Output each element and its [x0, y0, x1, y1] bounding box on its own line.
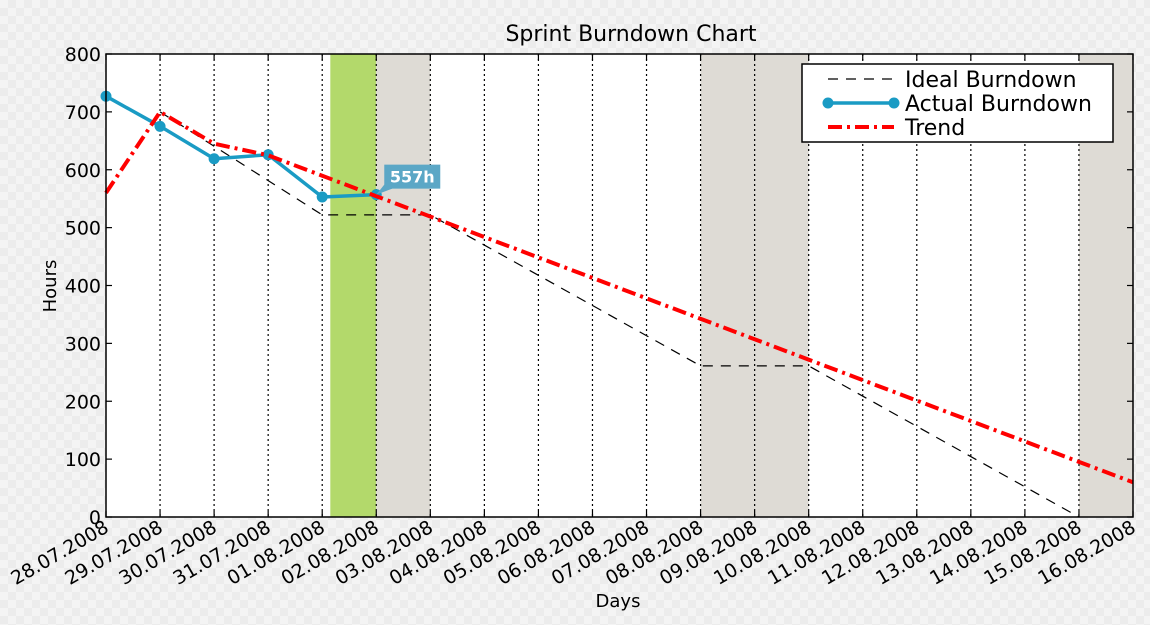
actual-burndown-line: [105, 94, 377, 199]
annotation-box-0: [384, 164, 441, 189]
shaded-regions: [330, 54, 1133, 517]
y-tick-label-700: 700: [65, 102, 101, 124]
y-tick-label-200: 200: [65, 391, 101, 413]
y-tick-label-0: 0: [89, 507, 101, 529]
y-tick-label-800: 800: [65, 44, 101, 66]
legend-label-trend: Trend: [904, 116, 965, 141]
series-lines: [100, 90, 1134, 518]
y-tick-label-500: 500: [65, 218, 101, 240]
weekend-region-1: [376, 54, 431, 517]
annotation-label-0: 557h: [390, 168, 435, 187]
grid-lines: [159, 54, 1080, 517]
y-tick-label-600: 600: [65, 160, 101, 182]
y-tick-label-300: 300: [65, 333, 101, 355]
current-day-region-0: [330, 54, 377, 517]
actual-burndown-point-4: [316, 191, 328, 203]
y-tick-label-100: 100: [65, 449, 101, 471]
legend-label-ideal-burndown: Ideal Burndown: [905, 68, 1077, 93]
x-axis-label: Days: [596, 591, 641, 612]
annotations: 557h: [376, 164, 441, 195]
legend-marker-start-actual-burndown: [822, 97, 834, 109]
legend-marker-end-actual-burndown: [888, 97, 900, 109]
actual-burndown-point-1: [154, 120, 166, 132]
y-axis-label: Hours: [40, 260, 61, 313]
chart-title: Sprint Burndown Chart: [505, 22, 756, 47]
actual-burndown-point-2: [208, 153, 220, 165]
trend-line: [104, 109, 1134, 485]
y-tick-label-400: 400: [65, 276, 101, 298]
legend-label-actual-burndown: Actual Burndown: [905, 92, 1092, 117]
ideal-burndown-line: [159, 111, 1080, 518]
